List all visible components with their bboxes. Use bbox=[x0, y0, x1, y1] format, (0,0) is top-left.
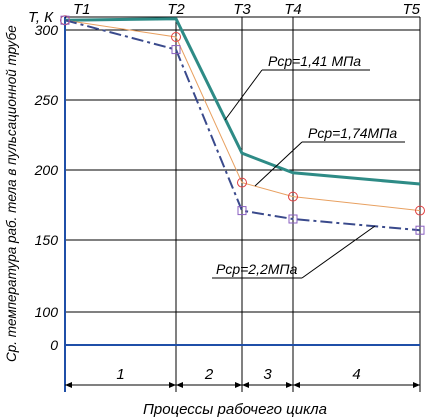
x-axis-label: Процессы рабочего цикла bbox=[143, 401, 327, 418]
dimension-arrow bbox=[242, 382, 249, 388]
marker-square bbox=[171, 45, 181, 55]
marker-square bbox=[288, 214, 298, 224]
marker-circle bbox=[171, 32, 181, 42]
process-label-2: 2 bbox=[204, 366, 214, 383]
marker-circle bbox=[288, 191, 298, 202]
y-tick-150: 150 bbox=[35, 232, 59, 248]
process-label-3: 3 bbox=[263, 366, 272, 383]
series-line-2 bbox=[64, 19, 421, 232]
y-tick-200: 200 bbox=[34, 162, 59, 178]
series-markers bbox=[60, 15, 425, 235]
x-point-T1: T1 bbox=[73, 1, 91, 18]
chart-axes bbox=[64, 16, 421, 392]
dimension-arrow bbox=[286, 382, 293, 388]
dimension-arrow bbox=[235, 382, 242, 388]
x-point-T5: T5 bbox=[402, 1, 420, 18]
series-label-0: Pcp=1,41 МПа bbox=[268, 53, 361, 69]
marker-square bbox=[415, 225, 425, 235]
process-label-1: 1 bbox=[116, 366, 124, 383]
x-point-T4: T4 bbox=[284, 1, 302, 18]
series-lines bbox=[64, 17, 421, 232]
marker-square bbox=[237, 206, 247, 216]
marker-circle bbox=[237, 177, 247, 188]
dimension-arrow bbox=[176, 382, 183, 388]
y-unit-label: Т, К bbox=[28, 9, 54, 26]
y-tick-0: 0 bbox=[50, 337, 58, 353]
series-label-1: Pcp=1,74МПа bbox=[308, 125, 397, 141]
x-point-labels: T1 T2 T3 T4 T5 bbox=[73, 1, 421, 18]
marker-square bbox=[60, 15, 70, 25]
dimension-arrow bbox=[293, 382, 300, 388]
x-point-T2: T2 bbox=[167, 1, 185, 18]
series-label-2: Pcp=2,2МПа bbox=[216, 261, 298, 277]
y-tick-250: 250 bbox=[34, 92, 59, 108]
y-tick-100: 100 bbox=[35, 304, 59, 320]
series-line-1 bbox=[64, 19, 421, 212]
callout-leader bbox=[301, 225, 376, 279]
y-axis-label: Ср. температура раб. тела в пульсационно… bbox=[4, 25, 19, 362]
y-tick-labels: 0 100 150 200 250 300 bbox=[34, 22, 59, 353]
legend-callouts: Pcp=1,41 МПа Pcp=1,74МПа Pcp=2,2МПа bbox=[212, 53, 405, 279]
dimension-arrow bbox=[169, 382, 176, 388]
dimension-arrow bbox=[413, 382, 420, 388]
dimension-arrow bbox=[65, 382, 72, 388]
series-line-0 bbox=[64, 17, 421, 186]
callout-leader bbox=[254, 141, 303, 187]
x-point-T3: T3 bbox=[233, 1, 251, 18]
process-label-4: 4 bbox=[352, 366, 360, 383]
callout-leader bbox=[224, 69, 263, 121]
y-tick-300: 300 bbox=[35, 22, 59, 38]
process-labels: 1 2 3 4 bbox=[116, 366, 360, 383]
